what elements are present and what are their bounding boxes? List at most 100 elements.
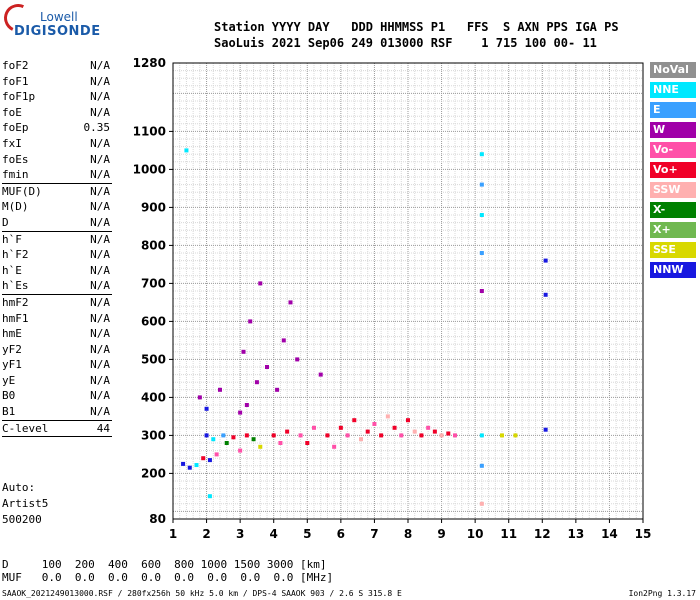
echo-point [412, 429, 417, 434]
echo-point [479, 152, 484, 157]
param-value: N/A [90, 373, 110, 387]
software-version: Ion2Png 1.3.17 [628, 589, 696, 598]
param-name: foEp [2, 121, 29, 135]
echo-point [365, 429, 370, 434]
divider [2, 436, 112, 438]
y-tick-label: 500 [141, 352, 166, 366]
param-name: fmin [2, 168, 29, 182]
param-name: yF1 [2, 358, 22, 372]
params-group-profile: hmF2 N/A hmF1 N/A hmE N/A yF2 N/A yF1 N/A yE N/A B0 N… [2, 295, 112, 420]
echo-point [251, 437, 256, 442]
x-tick-label: 10 [467, 527, 484, 541]
params-group-critical-frequencies: foF2 N/A foF1 N/A foF1p N/A foE N/A foEp 0.35 fxI N… [2, 58, 112, 183]
echo-point [479, 251, 484, 255]
x-tick-label: 9 [437, 527, 445, 541]
echo-point [194, 463, 199, 468]
echo-point [385, 414, 390, 419]
x-tick-label: 1 [169, 527, 177, 541]
param-row: yE N/A [2, 373, 112, 389]
file-info-footer: SAAOK_2021249013000.RSF / 280fx256h 50 k… [2, 589, 402, 598]
param-row: M(D) N/A [2, 199, 112, 215]
param-row: hmF1 N/A [2, 311, 112, 327]
param-value: N/A [90, 358, 110, 372]
legend-item: X- [650, 202, 696, 218]
echo-point [224, 441, 229, 445]
param-name: h`E [2, 263, 22, 277]
echo-point [281, 338, 286, 343]
echo-point [278, 441, 283, 445]
y-tick-label: 200 [141, 466, 166, 480]
echo-point [426, 425, 431, 430]
param-name: yF2 [2, 342, 22, 356]
param-row: foEs N/A [2, 152, 112, 168]
x-tick-label: 8 [404, 527, 412, 541]
echo-point [332, 444, 337, 449]
y-tick-label: 900 [141, 200, 166, 214]
x-tick-label: 3 [236, 527, 244, 541]
param-row: C-level 44 [2, 421, 112, 437]
y-tick-label: 600 [141, 314, 166, 328]
echo-point [295, 357, 300, 362]
y-tick-label: 1280 [133, 56, 166, 70]
param-name: h`F2 [2, 248, 29, 262]
param-name: M(D) [2, 200, 29, 214]
x-tick-label: 5 [303, 527, 311, 541]
divider [2, 293, 112, 295]
param-name: yE [2, 373, 16, 387]
echo-point [184, 148, 189, 153]
x-tick-label: 15 [635, 527, 652, 541]
param-name: hmF1 [2, 311, 29, 325]
echo-point [197, 395, 202, 400]
echo-point [305, 441, 310, 445]
echo-point [238, 410, 243, 415]
echo-point [238, 448, 243, 453]
echo-point [275, 387, 280, 392]
param-value: N/A [90, 184, 110, 198]
param-value: N/A [90, 90, 110, 104]
param-row: foE N/A [2, 105, 112, 121]
echo-point [500, 433, 504, 438]
echo-point [392, 425, 397, 430]
divider [2, 419, 112, 421]
legend-item: NNW [650, 262, 696, 278]
echo-point [187, 465, 192, 470]
param-name: foF2 [2, 59, 29, 72]
param-name: h`F [2, 232, 22, 246]
echo-point [241, 349, 246, 354]
param-row: foEp 0.35 [2, 120, 112, 136]
echo-point [345, 433, 350, 438]
echo-point [379, 433, 384, 438]
param-name: fxI [2, 136, 22, 150]
param-name: foF1 [2, 74, 29, 88]
y-tick-label: 400 [141, 390, 166, 404]
params-group-virtual-heights: h`F N/A h`F2 N/A h`E N/A h`Es N/A [2, 232, 112, 294]
x-tick-label: 4 [270, 527, 278, 541]
param-value: N/A [90, 342, 110, 356]
param-row: hmE N/A [2, 326, 112, 342]
echo-point [265, 365, 269, 369]
param-row: yF1 N/A [2, 357, 112, 373]
x-tick-label: 13 [568, 527, 585, 541]
x-tick-label: 11 [500, 527, 517, 541]
echo-point [432, 429, 437, 434]
param-name: D [2, 215, 9, 229]
echo-point [446, 431, 451, 436]
echo-point [479, 501, 484, 506]
echo-point [312, 425, 316, 430]
params-group-confidence: C-level 44 [2, 421, 112, 437]
param-row: h`E N/A [2, 263, 112, 279]
logo-brand: Lowell [40, 10, 78, 24]
scaled-parameters-panel: foF2 N/A foF1 N/A foF1p N/A foE N/A foEp 0.35 fxI N… [2, 58, 112, 438]
echo-point [214, 452, 219, 457]
echo-point [285, 429, 290, 434]
param-value: N/A [90, 327, 110, 341]
legend-item: SSW [650, 182, 696, 198]
param-name: foF1p [2, 90, 36, 104]
param-row: h`Es N/A [2, 278, 112, 294]
param-value: N/A [90, 200, 110, 214]
param-name: B1 [2, 405, 16, 419]
param-row: D N/A [2, 215, 112, 231]
param-value: N/A [90, 248, 110, 262]
y-tick-label: 800 [141, 238, 166, 252]
